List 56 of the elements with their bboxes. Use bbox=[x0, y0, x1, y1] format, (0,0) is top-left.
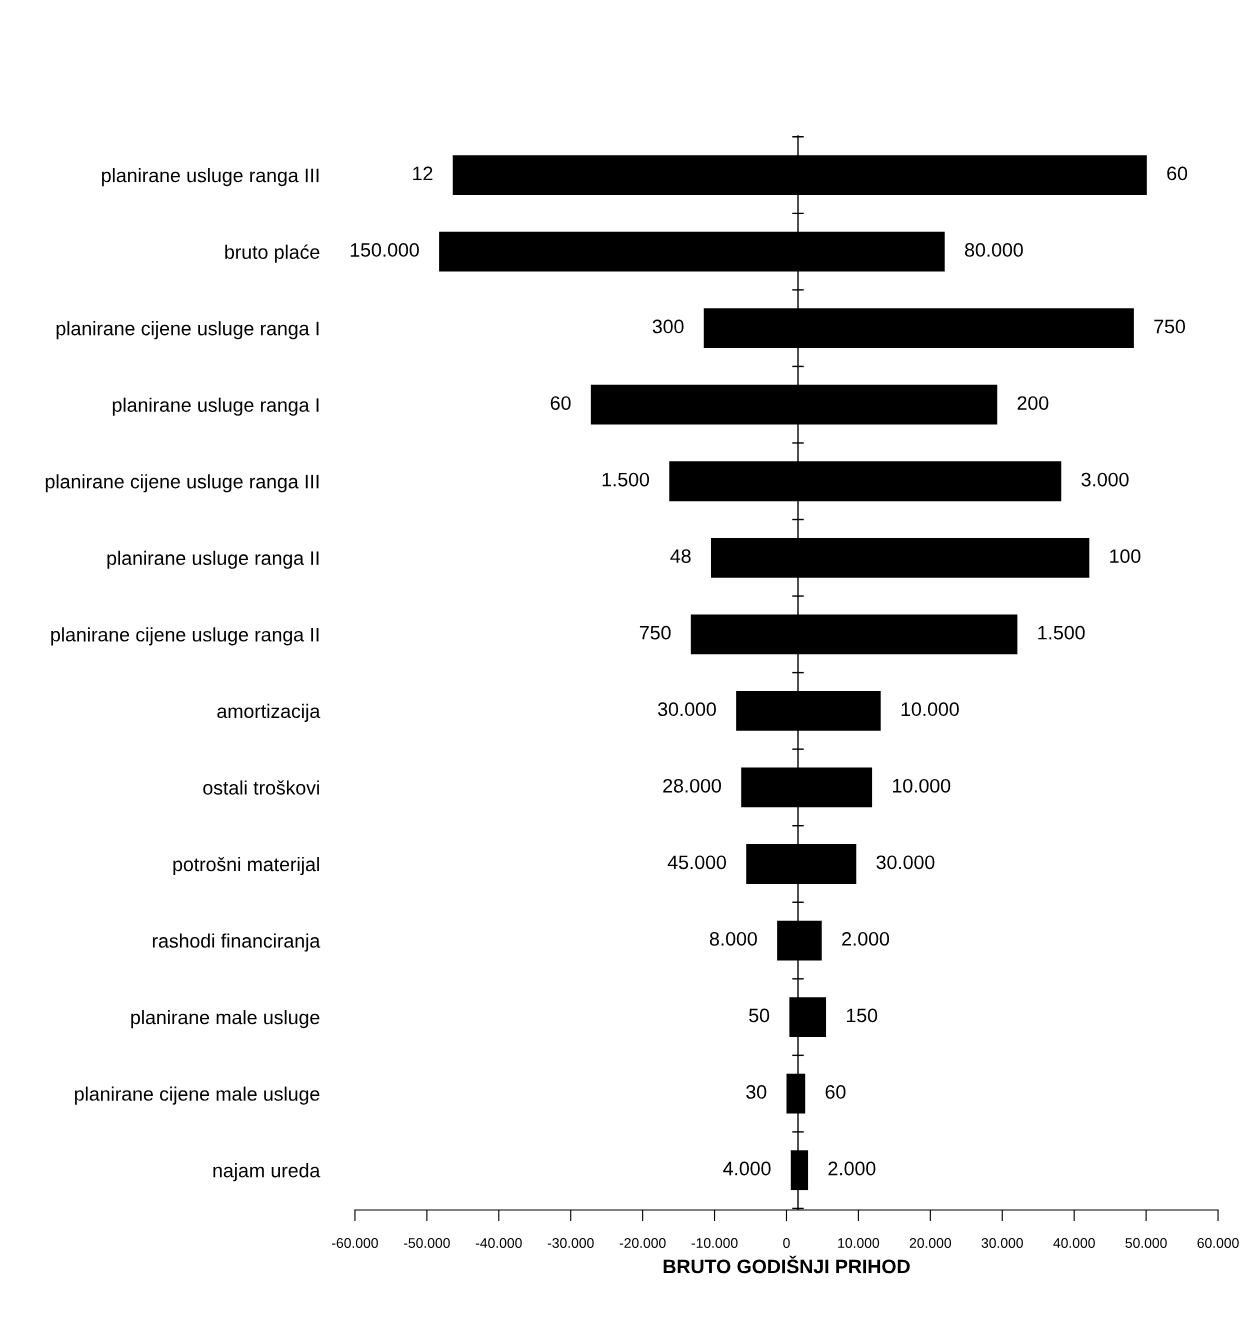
y-tick-label: planirane cijene usluge ranga II bbox=[51, 627, 319, 646]
annotation: 80.000 bbox=[965, 243, 1023, 257]
annotation: 2.000 bbox=[828, 1161, 876, 1176]
x-tick-label: -60.000 bbox=[332, 1238, 378, 1248]
annotation: 750 bbox=[1154, 319, 1186, 334]
annotation: 28.000 bbox=[663, 778, 721, 793]
x-tick-label: 40.000 bbox=[1053, 1238, 1095, 1248]
y-tick-label: ostali troškovi bbox=[203, 780, 319, 795]
annotation: 12 bbox=[413, 166, 433, 181]
annotation: 30 bbox=[746, 1085, 767, 1099]
y-tick-label: planirane usluge ranga II bbox=[107, 550, 319, 569]
x-tick-label: -50.000 bbox=[403, 1238, 450, 1248]
y-tick-label: planirane usluge ranga III bbox=[102, 168, 319, 187]
annotation: 750 bbox=[639, 625, 671, 640]
annotation: 60 bbox=[825, 1085, 846, 1099]
annotation: 8.000 bbox=[709, 931, 757, 946]
y-tick-label: planirane cijene usluge ranga I bbox=[56, 321, 319, 340]
annotation: 30.000 bbox=[657, 702, 716, 717]
y-tick-label: planirane usluge ranga I bbox=[112, 397, 319, 416]
annotation: 10.000 bbox=[893, 778, 951, 793]
annotation: 200 bbox=[1017, 396, 1049, 410]
annotation: 48 bbox=[670, 549, 691, 564]
y-tick-label: planirane cijene male usluge bbox=[75, 1086, 320, 1105]
annotation: 60 bbox=[550, 396, 571, 410]
annotation: 300 bbox=[652, 319, 684, 334]
annotation: 100 bbox=[1110, 549, 1141, 564]
x-tick-label: -40.000 bbox=[475, 1238, 522, 1248]
annotation: 60 bbox=[1167, 166, 1188, 181]
y-tick-label: amortizacija bbox=[217, 703, 321, 722]
x-tick-label: 60.000 bbox=[1197, 1238, 1239, 1248]
annotation: 3.000 bbox=[1081, 472, 1129, 487]
annotation: 50 bbox=[749, 1008, 770, 1023]
annotation: 10.000 bbox=[901, 702, 959, 717]
x-tick-label: 50.000 bbox=[1125, 1238, 1167, 1248]
x-tick-label: 30.000 bbox=[981, 1238, 1023, 1248]
annotation: 2.000 bbox=[842, 931, 890, 946]
y-tick-label: planirane cijene usluge ranga III bbox=[45, 474, 319, 493]
x-tick-label: 10.000 bbox=[838, 1238, 880, 1248]
y-tick-label: rashodi financiranja bbox=[152, 933, 321, 952]
x-tick-label: -20.000 bbox=[619, 1238, 666, 1248]
y-tick-label: najam ureda bbox=[213, 1163, 321, 1182]
x-tick-label: 20.000 bbox=[909, 1238, 952, 1248]
y-tick-label: potrošni materijal bbox=[173, 856, 319, 876]
annotation: 150 bbox=[846, 1008, 878, 1023]
y-tick-label: planirane male usluge bbox=[131, 1010, 320, 1029]
annotation: 150.000 bbox=[350, 243, 419, 257]
annotation: 1.500 bbox=[1038, 625, 1085, 640]
x-axis-title: BRUTO GODIŠNJI PRIHOD bbox=[663, 1255, 910, 1274]
x-tick-label: 0 bbox=[783, 1238, 790, 1248]
x-tick-label: -10.000 bbox=[691, 1238, 738, 1248]
annotation: 1.500 bbox=[602, 472, 650, 487]
annotation: 45.000 bbox=[667, 855, 727, 870]
y-tick-label: bruto plaće bbox=[225, 244, 320, 263]
annotation: 4.000 bbox=[723, 1161, 771, 1176]
annotation: 30.000 bbox=[876, 855, 935, 870]
x-tick-label: -30.000 bbox=[547, 1238, 594, 1248]
